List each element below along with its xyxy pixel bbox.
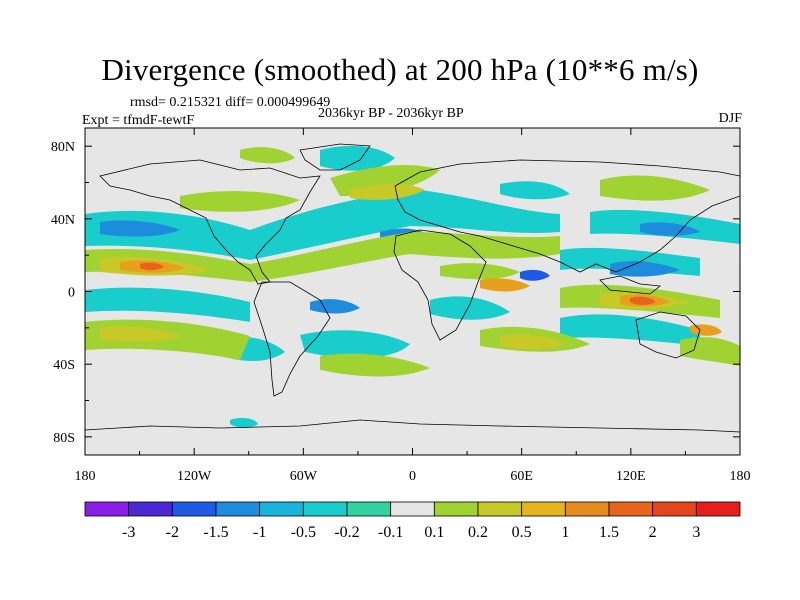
colorbar-label: -1.5 — [203, 524, 228, 541]
coast-north-america — [99, 159, 321, 285]
coast-greenland — [299, 143, 371, 171]
contour-neg-weak — [560, 314, 700, 346]
colorbar-label: 0.2 — [468, 524, 488, 541]
y-tick-label: 80S — [53, 431, 75, 446]
colorbar-swatch — [259, 501, 304, 517]
longitude-axis: 180 120W 60W 0 60E 120E 180 — [75, 128, 751, 484]
contour-pos-max — [630, 296, 656, 305]
x-tick-label: 60E — [510, 469, 533, 484]
contour-neg-weak — [85, 287, 250, 322]
colorbar-label: 0.1 — [424, 524, 444, 541]
contour-neg-weak — [230, 417, 258, 428]
colorbar-swatch — [564, 501, 610, 517]
coastlines — [85, 143, 740, 433]
contour-neg-weak — [430, 296, 510, 320]
colorbar-swatch — [84, 501, 130, 517]
x-tick-label: 120E — [616, 469, 646, 484]
colorbar-label: -2 — [166, 524, 179, 541]
colorbar-swatch — [215, 501, 261, 517]
colorbar-swatch — [521, 501, 566, 517]
colorbar-label: 0.5 — [512, 524, 532, 541]
colorbar-swatch — [695, 501, 741, 517]
contour-pos-weak — [440, 263, 520, 280]
divergence-contours — [85, 145, 740, 428]
coast-eurasia — [394, 159, 740, 273]
contour-neg-weak — [500, 181, 570, 200]
contour-pos-weak — [680, 337, 740, 366]
contour-neg-mid — [610, 261, 680, 277]
colorbar-swatch — [171, 501, 217, 517]
x-tick-label: 180 — [75, 469, 96, 484]
colorbar-swatch — [128, 501, 173, 517]
colorbar-label: -0.5 — [291, 524, 316, 541]
contour-pos-strong — [690, 324, 722, 336]
x-tick-label: 60W — [290, 469, 318, 484]
colorbar-label: 1 — [561, 524, 569, 541]
colorbar-swatch — [652, 501, 697, 517]
coast-australia — [635, 311, 701, 359]
colorbar-label: 2 — [649, 524, 657, 541]
contour-pos-weak — [180, 191, 300, 212]
contour-neg-mid — [310, 299, 360, 314]
plot-title: Divergence (smoothed) at 200 hPa (10**6 … — [101, 52, 699, 87]
contour-neg-weak — [300, 330, 410, 359]
period-subtitle: 2036kyr BP - 2036kyr BP — [318, 106, 464, 121]
contour-pos-strong — [480, 278, 530, 292]
colorbar-label: -3 — [122, 524, 135, 541]
y-tick-label: 40S — [53, 358, 75, 373]
y-tick-label: 40N — [51, 213, 75, 228]
contour-neg-strong — [520, 269, 550, 281]
coast-antarctica — [85, 419, 740, 433]
colorbar-swatch — [433, 501, 479, 517]
colorbar-swatch — [390, 501, 435, 517]
x-tick-label: 120W — [177, 469, 212, 484]
contour-pos-weak — [320, 353, 430, 377]
colorbar-label: -0.2 — [334, 524, 359, 541]
y-tick-label: 80N — [51, 140, 75, 155]
contour-neg-mid — [100, 220, 180, 237]
x-tick-label: 180 — [730, 469, 751, 484]
contour-neg-weak — [85, 190, 560, 260]
contour-pos-mid — [350, 184, 425, 200]
coast-south-america — [253, 281, 331, 397]
experiment-label: Expt = tfmdF-tewtF — [82, 113, 195, 128]
colorbar-swatch — [302, 501, 348, 517]
coast-africa — [393, 229, 487, 341]
latitude-axis: 80N 40N 0 40S 80S — [51, 140, 740, 446]
colorbar-swatch — [608, 501, 654, 517]
contour-pos-mid — [500, 334, 565, 350]
colorbar-label: 1.5 — [599, 524, 619, 541]
colorbar-swatch — [346, 501, 392, 517]
colorbar-label: -1 — [253, 524, 266, 541]
contour-pos-weak — [600, 175, 710, 201]
season-label: DJF — [718, 111, 742, 126]
rmsd-diff-stats: rmsd= 0.215321 diff= 0.000499649 — [130, 95, 331, 110]
colorbar-label: 3 — [692, 524, 700, 541]
colorbar: -3 -2 -1.5 -1 -0.5 -0.2 -0.1 0.1 0.2 0.5 1 1.5 2 3 — [84, 501, 741, 541]
colorbar-label: -0.1 — [378, 524, 403, 541]
contour-pos-weak — [240, 147, 295, 164]
x-tick-label: 0 — [409, 469, 416, 484]
contour-pos-max — [140, 262, 164, 271]
contour-pos-mid — [100, 326, 180, 342]
colorbar-swatch — [477, 501, 523, 517]
coast-maritime-continent — [599, 275, 662, 295]
y-tick-label: 0 — [68, 286, 75, 301]
contour-neg-weak — [320, 145, 395, 171]
